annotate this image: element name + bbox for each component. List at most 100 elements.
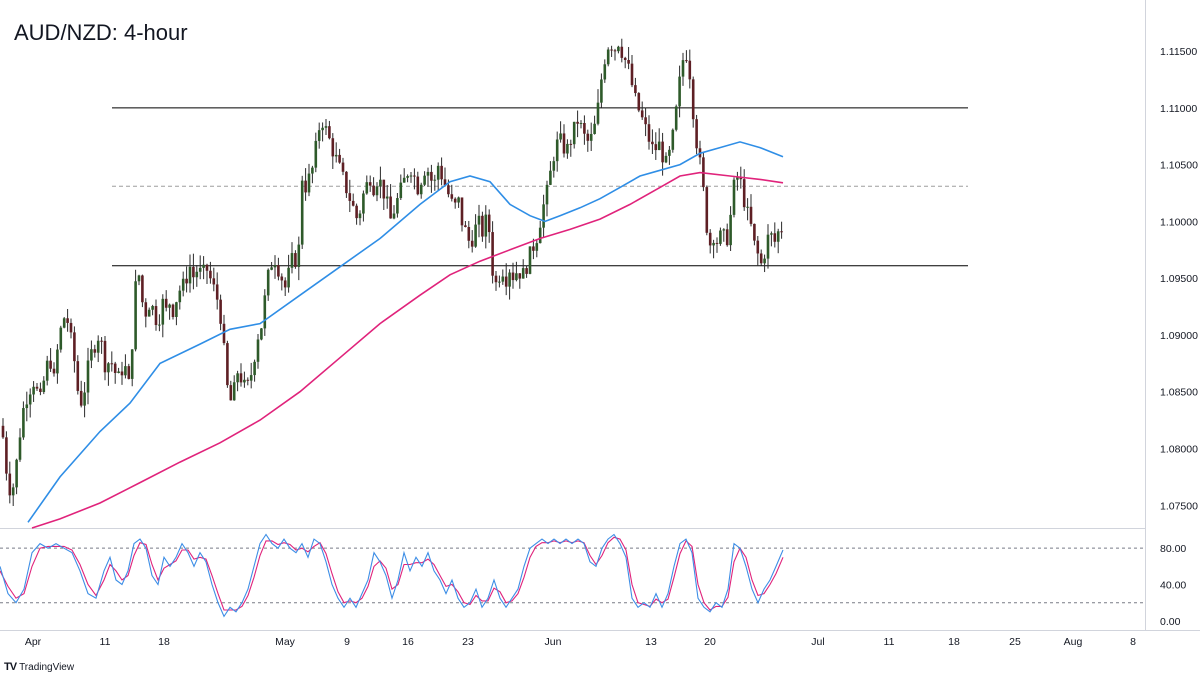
candle-body-153 <box>521 268 525 279</box>
candle-body-87 <box>297 244 301 267</box>
candle-body-194 <box>661 141 664 163</box>
candle-body-84 <box>287 267 290 288</box>
candle-body-96 <box>328 126 331 139</box>
candle-body-61 <box>209 270 212 279</box>
candle-body-3 <box>11 487 15 496</box>
candle-body-124 <box>423 175 426 185</box>
candle-body-159 <box>542 204 545 228</box>
candle-body-129 <box>440 165 443 180</box>
candle-body-208 <box>708 232 712 246</box>
candle-body-11 <box>39 388 42 393</box>
time-tick-label: Jun <box>545 636 562 648</box>
candle-body-215 <box>732 179 736 215</box>
candle-body-57 <box>195 271 199 278</box>
candle-body-78 <box>266 269 270 296</box>
candle-body-221 <box>753 223 756 241</box>
candle-body-152 <box>518 273 522 279</box>
candle-body-16 <box>56 349 59 374</box>
time-tick-label: 25 <box>1009 636 1021 648</box>
stoch-k-line <box>0 533 784 618</box>
time-tick-label: 16 <box>402 636 414 648</box>
candle-body-203 <box>691 79 695 120</box>
candle-body-89 <box>304 180 307 193</box>
time-tick-label: 18 <box>158 636 170 648</box>
candle-body-169 <box>576 121 579 124</box>
candle-body-49 <box>168 304 171 308</box>
candle-body-46 <box>158 324 161 326</box>
candle-body-50 <box>171 304 175 317</box>
brand-name: TradingView <box>19 661 75 673</box>
candle-body-185 <box>630 63 634 86</box>
candle-body-90 <box>307 173 311 193</box>
candle-body-179 <box>610 49 613 51</box>
candle-body-12 <box>42 380 46 393</box>
candle-body-131 <box>447 185 450 195</box>
candle-body-10 <box>35 386 39 389</box>
candle-body-126 <box>430 171 433 181</box>
candle-body-117 <box>399 182 403 199</box>
candle-body-17 <box>59 327 63 350</box>
candle-body-157 <box>535 243 539 251</box>
candle-body-163 <box>555 139 559 162</box>
candle-body-216 <box>736 177 739 180</box>
candle-body-48 <box>164 298 168 308</box>
candle-body-145 <box>494 275 498 283</box>
candle-body-187 <box>637 93 641 111</box>
candle-body-202 <box>688 60 692 80</box>
candle-body-1 <box>5 437 8 474</box>
candle-body-9 <box>32 386 35 395</box>
candle-body-186 <box>634 85 637 94</box>
candle-body-81 <box>277 265 280 277</box>
candle-body-125 <box>426 171 430 176</box>
candle-body-52 <box>178 290 182 303</box>
price-tick-label: 1.08000 <box>1160 444 1198 456</box>
moving-averages <box>27 141 784 529</box>
candle-body-166 <box>566 143 569 154</box>
candle-body-137 <box>467 226 471 241</box>
candle-body-99 <box>338 154 341 163</box>
candle-body-58 <box>198 267 202 272</box>
candle-body-141 <box>481 215 484 237</box>
candle-body-156 <box>532 246 535 251</box>
candle-body-33 <box>113 363 117 374</box>
candle-body-135 <box>460 197 464 226</box>
candle-body-198 <box>674 106 678 130</box>
time-tick-label: 18 <box>948 636 960 648</box>
candle-body-22 <box>76 361 80 391</box>
candle-body-144 <box>491 232 494 276</box>
candle-body-229 <box>780 231 783 233</box>
candle-body-222 <box>756 240 760 254</box>
time-tick-label: Jul <box>811 636 824 648</box>
candle-body-119 <box>406 176 409 178</box>
candle-body-213 <box>725 229 729 246</box>
candle-body-40 <box>137 275 141 282</box>
candle-body-60 <box>205 264 209 271</box>
candle-body-88 <box>300 180 304 245</box>
candle-body-29 <box>100 340 103 342</box>
candle-body-98 <box>334 154 338 157</box>
candle-body-218 <box>742 179 746 208</box>
candle-body-113 <box>385 196 389 199</box>
candle-body-122 <box>416 176 420 195</box>
candle-body-28 <box>96 340 100 353</box>
candle-body-217 <box>739 177 743 180</box>
grid-layer <box>0 0 1200 631</box>
candle-body-173 <box>589 133 593 141</box>
candle-body-64 <box>219 299 222 324</box>
candle-body-44 <box>151 306 154 310</box>
candle-body-51 <box>175 302 178 317</box>
candle-body-211 <box>719 230 722 244</box>
candle-body-39 <box>134 281 137 350</box>
candle-body-134 <box>457 197 460 203</box>
candle-body-71 <box>243 379 246 383</box>
candle-body-95 <box>324 126 328 128</box>
candle-body-0 <box>1 425 5 438</box>
tradingview-brand[interactable]: TV TradingView <box>4 661 74 673</box>
candle-body-38 <box>130 349 134 379</box>
time-tick-label: 11 <box>884 636 895 648</box>
time-tick-label: 9 <box>344 636 350 648</box>
candle-body-193 <box>657 141 661 151</box>
candle-body-55 <box>188 266 192 284</box>
candle-body-204 <box>695 119 698 149</box>
